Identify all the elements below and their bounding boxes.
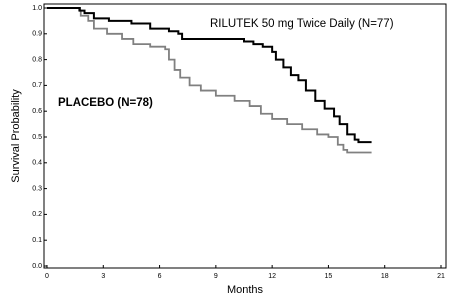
x-tick-label: 0 — [45, 273, 49, 280]
survival-curve — [47, 7, 372, 154]
y-tick-label: 0.0 — [32, 263, 42, 270]
y-tick-label: 0.6 — [32, 108, 42, 115]
y-tick-label: 0.1 — [32, 237, 42, 244]
series-label: RILUTEK 50 mg Twice Daily (N=77) — [210, 18, 394, 30]
y-tick-label: 0.3 — [32, 185, 42, 192]
x-tick-label: 21 — [437, 273, 445, 280]
y-tick-label: 1.0 — [32, 5, 42, 12]
y-tick-label: 0.8 — [32, 56, 42, 63]
series-label: PLACEBO (N=78) — [58, 97, 153, 109]
y-tick-label: 0.5 — [32, 134, 42, 141]
x-tick-label: 9 — [214, 273, 218, 280]
survival-curve — [47, 7, 372, 144]
x-tick-label: 12 — [268, 273, 276, 280]
y-tick-label: 0.7 — [32, 82, 42, 89]
y-tick-label: 0.9 — [32, 31, 42, 38]
y-tick-label: 0.4 — [32, 160, 42, 167]
x-tick-label: 15 — [325, 273, 333, 280]
x-tick-label: 3 — [101, 273, 105, 280]
plot-frame — [43, 3, 447, 269]
y-axis-label: Survival Probability — [10, 89, 22, 183]
y-tick-label: 0.2 — [32, 211, 42, 218]
x-tick-label: 18 — [381, 273, 389, 280]
x-tick-label: 6 — [158, 273, 162, 280]
x-axis-label: Months — [227, 284, 264, 296]
